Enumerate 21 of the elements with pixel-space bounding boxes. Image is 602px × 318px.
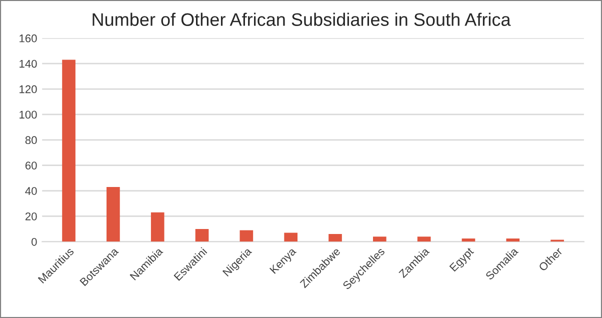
bar bbox=[240, 230, 254, 242]
bar bbox=[462, 238, 476, 242]
y-tick-label: 0 bbox=[32, 238, 37, 246]
bar bbox=[150, 212, 164, 242]
chart-title: Number of Other African Subsidiaries in South Africa bbox=[92, 12, 511, 26]
bar bbox=[372, 236, 386, 242]
bar bbox=[417, 236, 431, 242]
bar bbox=[62, 60, 76, 242]
bar bbox=[106, 186, 120, 242]
y-tick-label: 80 bbox=[25, 136, 37, 144]
y-tick-label: 140 bbox=[20, 60, 37, 68]
y-tick-label: 20 bbox=[25, 212, 37, 220]
bar bbox=[195, 228, 209, 242]
y-tick-label: 160 bbox=[20, 34, 37, 42]
y-tick-label: 40 bbox=[25, 187, 37, 195]
y-tick-label: 100 bbox=[20, 110, 37, 119]
bar bbox=[284, 232, 298, 242]
y-tick-label: 120 bbox=[20, 85, 37, 94]
bar bbox=[328, 234, 342, 242]
bar bbox=[506, 238, 520, 242]
y-tick-label: 60 bbox=[25, 162, 37, 170]
